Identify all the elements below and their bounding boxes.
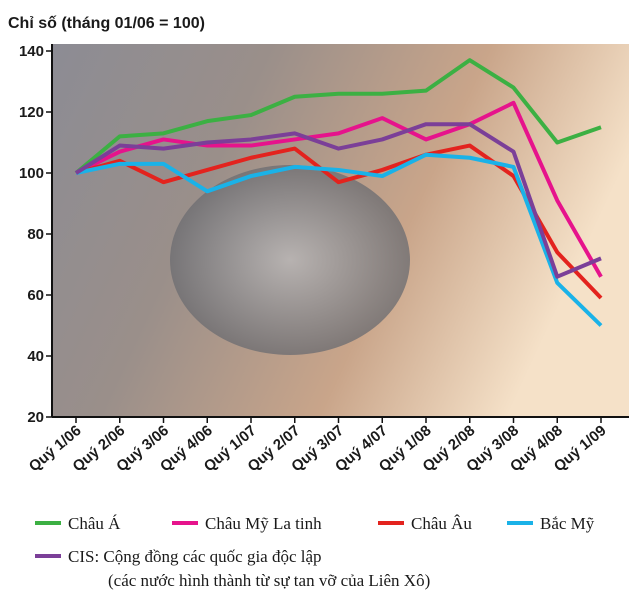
- photo-ladle: [170, 165, 410, 355]
- legend-label: Bắc Mỹ: [540, 514, 595, 533]
- series-line: [74, 122, 602, 279]
- y-tick-label: 20: [27, 409, 44, 426]
- series-line: [75, 152, 603, 327]
- y-tick-label: 120: [19, 104, 44, 121]
- y-tick-label: 60: [27, 287, 44, 304]
- y-tick-label: 140: [19, 43, 44, 60]
- chart-title: Chỉ số (tháng 01/06 = 100): [8, 15, 205, 32]
- y-tick-label: 100: [19, 165, 44, 182]
- y-tick-label: 40: [27, 348, 44, 365]
- legend-note: (các nước hình thành từ sự tan vỡ của Li…: [108, 571, 430, 590]
- legend-label: Châu Âu: [411, 514, 472, 533]
- legend-label: Châu Mỹ La tinh: [205, 514, 322, 533]
- series-line: [75, 143, 603, 300]
- legend-label: Châu Á: [68, 514, 121, 533]
- y-tick-label: 80: [27, 226, 44, 243]
- series-line: [74, 58, 602, 175]
- legend-label: CIS: Cộng đồng các quốc gia độc lập: [68, 547, 322, 566]
- series-line: [75, 100, 603, 278]
